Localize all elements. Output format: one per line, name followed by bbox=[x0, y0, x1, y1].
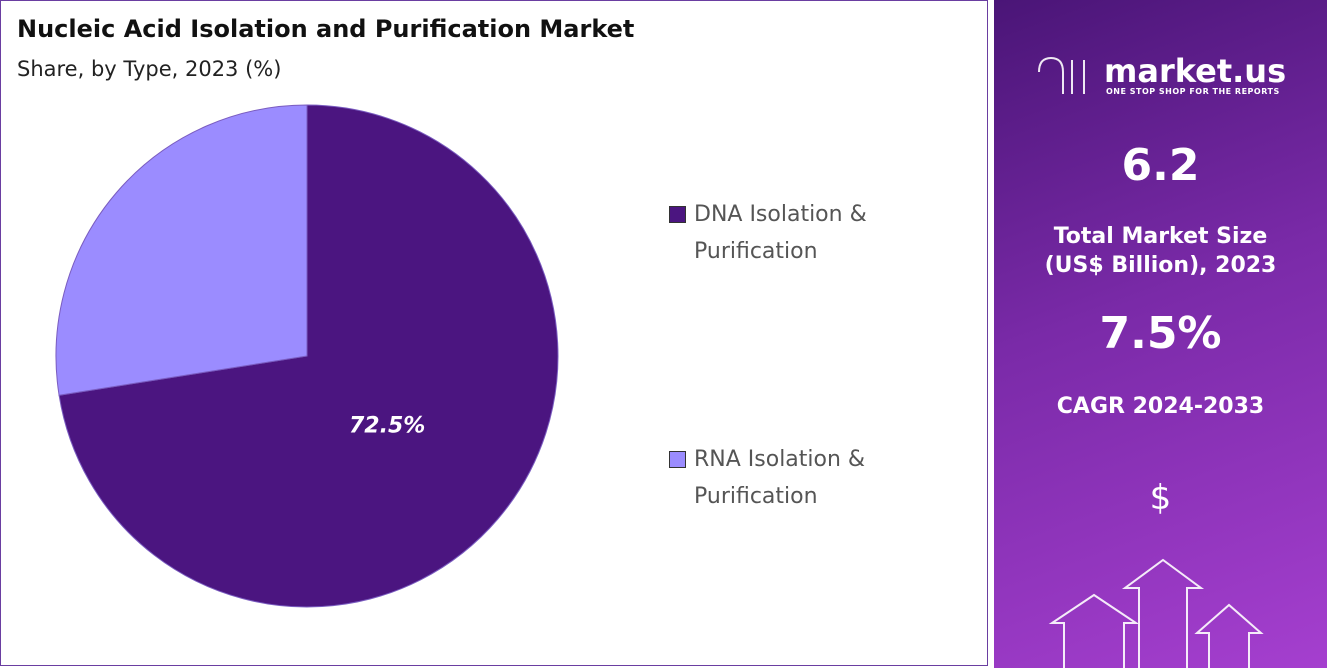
market-size: 6.2 bbox=[1121, 140, 1200, 191]
currency-icon: $ bbox=[1149, 478, 1172, 518]
pie-slice bbox=[55, 104, 308, 396]
brand: market.us bbox=[1104, 52, 1287, 90]
cagr: 7.5% bbox=[1099, 308, 1222, 359]
cagr-label: CAGR 2024-2033 bbox=[1056, 394, 1265, 419]
legend-swatch bbox=[669, 451, 686, 468]
logo-mark bbox=[1071, 60, 1085, 94]
legend-label: RNA Isolation & Purification bbox=[694, 447, 866, 509]
summary-panel: market.us ONE STOP SHOP FOR THE REPORTS … bbox=[994, 0, 1327, 668]
market-size-label: Total Market Size (US$ Billion), 2023 bbox=[1044, 224, 1277, 278]
chart-panel: Nucleic Acid Isolation and Purification … bbox=[0, 0, 988, 666]
logo-mark bbox=[1038, 56, 1064, 94]
legend-swatch bbox=[669, 206, 686, 223]
tagline: ONE STOP SHOP FOR THE REPORTS bbox=[1106, 87, 1280, 96]
arrow-icon bbox=[1194, 603, 1264, 668]
arrow-icon bbox=[1121, 558, 1205, 668]
arrow-icon bbox=[1048, 593, 1140, 668]
pie-slice bbox=[58, 104, 559, 608]
data-label: 72.5% bbox=[349, 413, 425, 438]
chart-subtitle: Share, by Type, 2023 (%) bbox=[17, 57, 282, 81]
legend-item: RNA Isolation & Purification bbox=[669, 441, 879, 515]
decoration bbox=[1038, 56, 1264, 668]
pie-chart: 72.5% bbox=[55, 104, 559, 608]
legend-item: DNA Isolation & Purification bbox=[669, 196, 879, 270]
chart-title: Nucleic Acid Isolation and Purification … bbox=[17, 15, 635, 43]
legend-label: DNA Isolation & Purification bbox=[694, 202, 867, 264]
